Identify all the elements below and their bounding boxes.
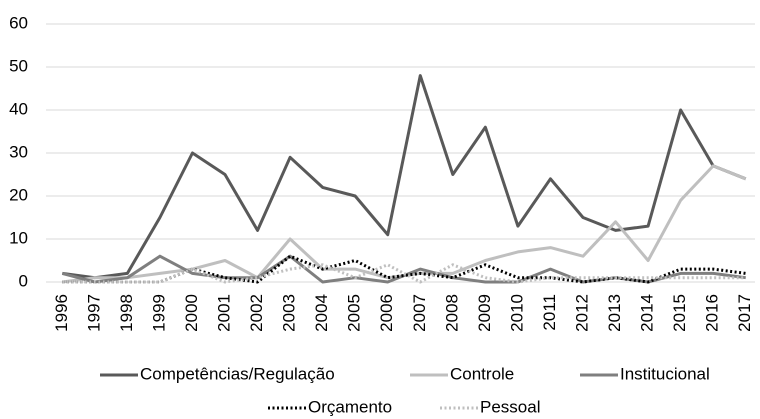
y-tick-label: 20 (9, 185, 28, 204)
x-tick-label: 2000 (182, 294, 201, 332)
legend-label: Pessoal (480, 397, 540, 416)
x-tick-label: 2008 (442, 294, 461, 332)
series-line (62, 164, 747, 284)
x-tick-label: 2017 (735, 294, 754, 332)
x-tick-label: 2004 (312, 294, 331, 332)
y-tick-label: 0 (19, 271, 28, 290)
x-tick-label: 2010 (507, 294, 526, 332)
x-tick-label: 2001 (214, 294, 233, 332)
series-line (61, 254, 746, 284)
x-tick-label: 2012 (572, 294, 591, 332)
y-tick-label: 10 (9, 228, 28, 247)
legend-label: Competências/Regulação (140, 364, 335, 383)
x-tick-label: 2007 (410, 294, 429, 332)
legend-label: Institucional (620, 364, 710, 383)
x-tick-label: 1996 (52, 294, 71, 332)
x-tick-label: 2015 (670, 294, 689, 332)
series-line (62, 74, 747, 280)
x-tick-label: 2011 (540, 294, 559, 331)
x-tick-label: 1998 (117, 294, 136, 332)
y-tick-label: 50 (9, 56, 28, 75)
x-tick-label: 2013 (605, 294, 624, 332)
x-tick-label: 2006 (377, 294, 396, 332)
legend-label: Orçamento (308, 397, 392, 416)
y-tick-label: 60 (9, 13, 28, 32)
x-tick-label: 2014 (638, 294, 657, 332)
x-tick-label: 2005 (345, 294, 364, 332)
x-tick-label: 1997 (84, 294, 103, 332)
y-tick-label: 30 (9, 142, 28, 161)
x-tick-label: 2003 (280, 294, 299, 332)
legend-label: Controle (450, 364, 514, 383)
x-tick-label: 2009 (475, 294, 494, 332)
x-tick-label: 1999 (149, 294, 168, 332)
x-tick-label: 2016 (703, 294, 722, 332)
y-tick-label: 40 (9, 99, 28, 118)
x-tick-label: 2002 (247, 294, 266, 332)
